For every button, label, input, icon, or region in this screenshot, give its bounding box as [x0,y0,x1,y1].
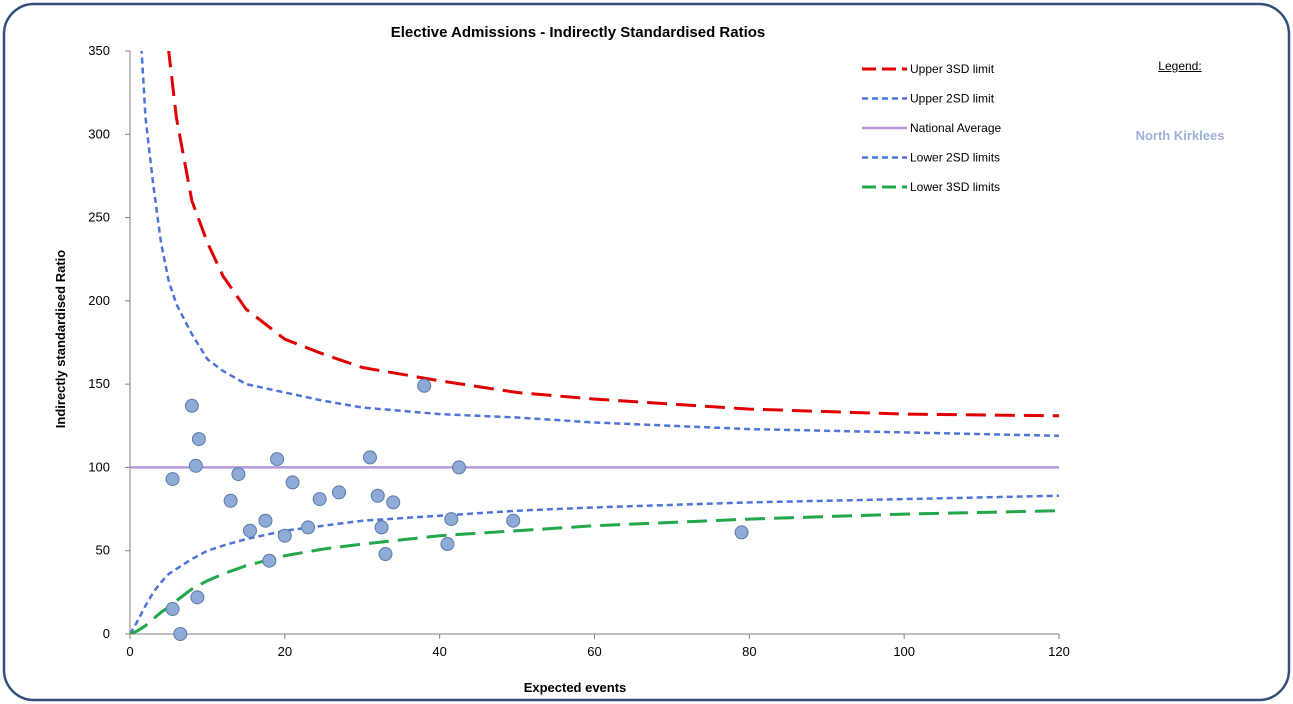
data-point [374,520,389,535]
data-point [270,452,285,467]
data-point [285,475,300,490]
axes: 0 20 40 60 80 100 120 0 50 100 150 200 250 300 350 [88,43,1070,659]
data-point [506,513,521,528]
series-line-lower-3sd-limits [130,509,1059,634]
series-line-lower-2sd-limits [130,494,1059,634]
legend-entry: National Average [862,121,1002,135]
x-tick-label: 100 [893,644,915,659]
y-tick-label: 50 [96,543,110,558]
legend-label: Lower 2SD limits [910,151,1000,165]
data-point [223,493,238,508]
y-tick-label: 200 [88,293,110,308]
data-point [165,602,180,617]
data-point [362,450,377,465]
chart-title: Elective Admissions - Indirectly Standar… [391,24,766,41]
data-point [173,627,188,641]
legend-entry: Lower 2SD limits [862,151,1000,165]
data-point [191,432,206,447]
legend-entry: Upper 3SD limit [862,62,995,76]
legend-label: National Average [910,121,1002,135]
data-point [277,528,292,543]
data-point [190,590,205,605]
data-point [417,378,432,393]
y-tick-label: 350 [88,43,110,58]
x-tick-label: 60 [587,644,601,659]
data-point [734,525,749,540]
data-point [231,467,246,482]
y-axis-label: Indirectly standardised Ratio [53,250,68,428]
data-point [165,472,180,487]
data-point [386,495,401,510]
legend-title: Legend: [1158,59,1202,73]
legend-label: Lower 3SD limits [910,180,1000,194]
data-point [262,553,277,568]
series-lines [130,51,1059,634]
data-point [258,513,273,528]
x-tick-label: 40 [432,644,446,659]
legend-label: Upper 2SD limit [910,92,995,106]
data-point [332,485,347,500]
data-points [165,378,749,641]
data-point [312,492,327,507]
data-point [440,537,455,552]
data-point [242,523,257,538]
y-tick-label: 100 [88,459,110,474]
series-line-upper-3sd-limit [167,51,1059,418]
north-kirklees-label: North Kirklees [1135,128,1225,143]
x-tick-label: 20 [278,644,292,659]
y-tick-label: 150 [88,376,110,391]
data-point [301,520,316,535]
data-point [184,398,199,413]
y-tick-label: 250 [88,210,110,225]
x-tick-label: 120 [1048,644,1070,659]
legend-entry: Upper 2SD limit [862,92,995,106]
data-point [444,512,459,527]
legend-label: Upper 3SD limit [910,62,995,76]
x-tick-label: 0 [126,644,133,659]
data-point [378,547,393,562]
data-point [188,458,203,473]
y-tick-label: 300 [88,126,110,141]
series-line-upper-2sd-limit [140,51,1059,438]
data-point [370,488,385,503]
y-tick-label: 0 [103,626,110,641]
legend-entry: Lower 3SD limits [862,180,1000,194]
x-tick-label: 80 [742,644,756,659]
x-axis-label: Expected events [524,680,627,695]
legend: Upper 3SD limit Upper 2SD limit National A… [862,62,1002,194]
data-point [452,460,467,475]
